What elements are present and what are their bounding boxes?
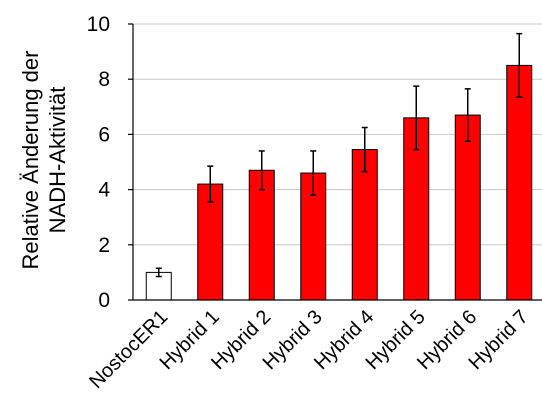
x-tick-label: NostocER1 bbox=[85, 306, 172, 393]
y-axis-label-line-2: NADH-Aktivität bbox=[45, 87, 70, 234]
y-tick-label: 2 bbox=[98, 234, 110, 257]
y-tick-label: 10 bbox=[87, 13, 110, 36]
bars bbox=[146, 65, 532, 300]
y-axis-label-line-1: Relative Änderung der bbox=[18, 51, 43, 270]
y-axis-label: Relative Änderung der NADH-Aktivität bbox=[18, 51, 70, 270]
y-tick-label: 4 bbox=[98, 179, 110, 202]
y-tick-label: 6 bbox=[98, 123, 110, 146]
y-tick-labels: 0 2 4 6 8 10 bbox=[87, 13, 111, 312]
bar bbox=[507, 65, 532, 300]
y-tick-label: 8 bbox=[98, 68, 110, 91]
bar bbox=[455, 115, 480, 300]
y-tick-label: 0 bbox=[98, 289, 110, 312]
